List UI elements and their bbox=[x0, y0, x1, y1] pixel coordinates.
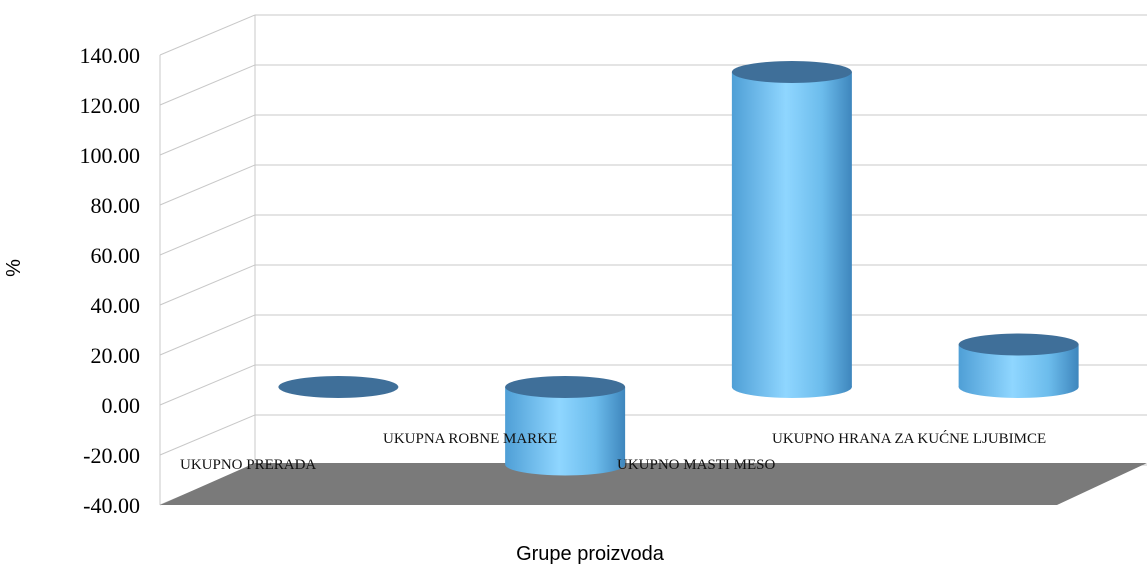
y-tick-label: -40.00 bbox=[83, 493, 140, 518]
gridline-side bbox=[159, 214, 256, 256]
gridline-side bbox=[159, 364, 256, 406]
y-tick-label: 0.00 bbox=[102, 393, 141, 418]
bar-top bbox=[958, 333, 1079, 356]
floor bbox=[160, 463, 1147, 505]
bar-top bbox=[278, 376, 399, 398]
gridline-side bbox=[159, 114, 256, 156]
category-labels: UKUPNO PRERADA UKUPNA ROBNE MARKE UKUPNO M… bbox=[180, 430, 1046, 473]
gridline-side bbox=[159, 164, 256, 206]
bar-3 bbox=[731, 61, 852, 398]
bar-top bbox=[731, 61, 852, 83]
bar-4 bbox=[958, 333, 1079, 398]
y-tick-label: 20.00 bbox=[91, 343, 141, 368]
y-tick-label: 100.00 bbox=[80, 143, 141, 168]
gridline-side bbox=[159, 414, 256, 456]
category-label: UKUPNO MASTI MESO bbox=[617, 457, 776, 473]
bar-bottom bbox=[958, 376, 1079, 398]
category-label: UKUPNO HRANA ZA KUĆNE LJUBIMCE bbox=[772, 430, 1046, 447]
floor-plane bbox=[160, 463, 1147, 505]
y-tick-label: 60.00 bbox=[91, 243, 141, 268]
gridline-side bbox=[159, 264, 256, 306]
y-tick-label: 40.00 bbox=[91, 293, 141, 318]
y-tick-label: 140.00 bbox=[80, 43, 141, 68]
bars bbox=[278, 61, 1079, 476]
gridline-side bbox=[159, 64, 256, 106]
bar-body bbox=[505, 387, 626, 465]
y-tick-label: -20.00 bbox=[83, 443, 140, 468]
bar-2 bbox=[505, 376, 626, 476]
bar-body bbox=[731, 72, 852, 387]
bar-bottom bbox=[505, 453, 626, 476]
y-tick-labels: 140.00 120.00 100.00 80.00 60.00 40.00 20.00 0.… bbox=[80, 43, 141, 518]
gridline-side bbox=[159, 314, 256, 356]
bar-top bbox=[505, 376, 626, 398]
bar-bottom bbox=[731, 376, 852, 398]
y-tick-label: 120.00 bbox=[80, 93, 141, 118]
y-tick-label: 80.00 bbox=[91, 193, 141, 218]
gridline-side bbox=[159, 14, 256, 56]
category-label: UKUPNO PRERADA bbox=[180, 457, 316, 473]
x-axis-title: Grupe proizvoda bbox=[516, 543, 665, 565]
bar-1 bbox=[278, 376, 399, 398]
grid bbox=[159, 14, 1147, 506]
category-label: UKUPNA ROBNE MARKE bbox=[383, 431, 557, 447]
y-axis-title: % bbox=[3, 259, 25, 277]
